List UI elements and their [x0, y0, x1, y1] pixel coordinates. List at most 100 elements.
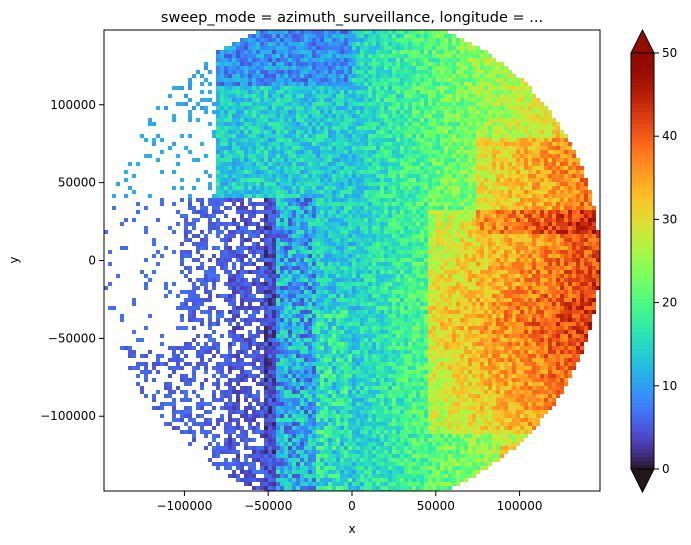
- radar-cell: [268, 214, 272, 218]
- radar-cell: [324, 242, 328, 246]
- radar-cell: [520, 102, 524, 106]
- radar-cell: [424, 146, 428, 150]
- radar-cell: [408, 106, 412, 110]
- radar-cell: [580, 246, 584, 250]
- radar-cell: [272, 134, 276, 138]
- radar-cell: [420, 182, 424, 186]
- radar-cell: [368, 130, 372, 134]
- radar-cell: [236, 230, 240, 234]
- radar-cell: [492, 206, 496, 210]
- radar-cell: [552, 118, 556, 122]
- radar-cell: [340, 150, 344, 154]
- radar-cell: [556, 234, 560, 238]
- radar-cell: [388, 134, 392, 138]
- radar-cell: [488, 210, 492, 214]
- radar-cell: [296, 134, 300, 138]
- radar-cell: [508, 98, 512, 102]
- radar-cell: [532, 246, 536, 250]
- radar-cell: [324, 182, 328, 186]
- radar-cell: [340, 174, 344, 178]
- radar-cell: [404, 74, 408, 78]
- radar-cell: [224, 82, 228, 86]
- radar-cell: [280, 58, 284, 62]
- radar-cell: [304, 162, 308, 166]
- radar-cell: [200, 106, 204, 110]
- radar-cell: [288, 150, 292, 154]
- radar-cell: [440, 38, 444, 42]
- radar-cell: [280, 46, 284, 50]
- radar-cell: [576, 178, 580, 182]
- radar-cell: [432, 202, 436, 206]
- radar-cell: [544, 162, 548, 166]
- radar-cell: [468, 182, 472, 186]
- radar-cell: [368, 242, 372, 246]
- radar-cell: [456, 218, 460, 222]
- radar-cell: [536, 226, 540, 230]
- radar-cell: [432, 210, 436, 214]
- radar-cell: [480, 242, 484, 246]
- radar-cell: [252, 150, 256, 154]
- radar-cell: [552, 246, 556, 250]
- radar-cell: [488, 54, 492, 58]
- radar-cell: [448, 38, 452, 42]
- radar-cell: [336, 222, 340, 226]
- radar-cell: [304, 154, 308, 158]
- radar-cell: [248, 118, 252, 122]
- radar-cell: [420, 54, 424, 58]
- radar-cell: [352, 182, 356, 186]
- radar-cell: [292, 202, 296, 206]
- radar-cell: [472, 122, 476, 126]
- radar-cell: [288, 250, 292, 254]
- radar-cell: [428, 158, 432, 162]
- radar-cell: [280, 202, 284, 206]
- radar-cell: [336, 114, 340, 118]
- radar-cell: [496, 110, 500, 114]
- radar-cell: [356, 158, 360, 162]
- radar-cell: [276, 170, 280, 174]
- radar-cell: [364, 250, 368, 254]
- radar-cell: [416, 102, 420, 106]
- radar-cell: [520, 202, 524, 206]
- radar-cell: [260, 150, 264, 154]
- radar-cell: [352, 238, 356, 242]
- radar-cell: [188, 82, 192, 86]
- radar-cell: [176, 210, 180, 214]
- radar-cell: [364, 146, 368, 150]
- radar-cell: [220, 66, 224, 70]
- radar-cell: [508, 82, 512, 86]
- radar-cell: [268, 86, 272, 90]
- radar-cell: [296, 250, 300, 254]
- radar-cell: [564, 218, 568, 222]
- radar-cell: [220, 138, 224, 142]
- radar-cell: [336, 174, 340, 178]
- radar-cell: [448, 130, 452, 134]
- radar-cell: [300, 42, 304, 46]
- radar-cell: [324, 158, 328, 162]
- radar-cell: [460, 146, 464, 150]
- radar-cell: [500, 190, 504, 194]
- radar-cell: [232, 62, 236, 66]
- radar-cell: [244, 178, 248, 182]
- radar-cell: [272, 138, 276, 142]
- radar-cell: [572, 226, 576, 230]
- radar-cell: [448, 194, 452, 198]
- radar-cell: [396, 62, 400, 66]
- radar-cell: [576, 218, 580, 222]
- radar-cell: [220, 198, 224, 202]
- radar-cell: [264, 194, 268, 198]
- radar-cell: [276, 174, 280, 178]
- radar-cell: [348, 166, 352, 170]
- radar-cell: [408, 42, 412, 46]
- radar-cell: [432, 106, 436, 110]
- radar-cell: [424, 166, 428, 170]
- radar-cell: [236, 86, 240, 90]
- radar-cell: [560, 142, 564, 146]
- radar-cell: [448, 230, 452, 234]
- radar-cell: [372, 210, 376, 214]
- radar-cell: [360, 42, 364, 46]
- radar-cell: [400, 86, 404, 90]
- radar-cell: [388, 74, 392, 78]
- radar-cell: [468, 98, 472, 102]
- radar-cell: [496, 78, 500, 82]
- radar-cell: [504, 70, 508, 74]
